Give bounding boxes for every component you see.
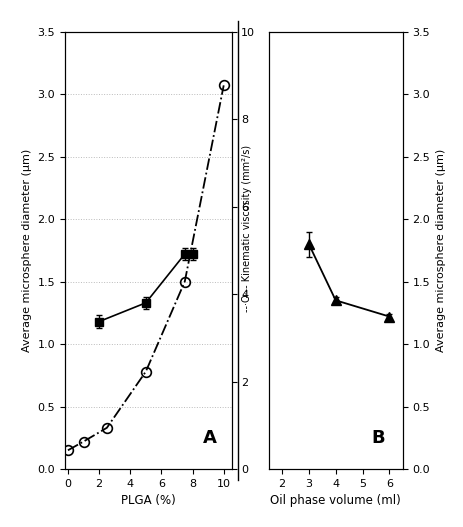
Text: B: B xyxy=(372,429,386,447)
Y-axis label: Average microsphere diameter (μm): Average microsphere diameter (μm) xyxy=(436,149,446,352)
X-axis label: PLGA (%): PLGA (%) xyxy=(121,494,175,508)
X-axis label: Oil phase volume (ml): Oil phase volume (ml) xyxy=(270,494,401,508)
Text: A: A xyxy=(203,429,217,447)
Text: --·O·-- Kinematic viscosity (mm²/s): --·O·-- Kinematic viscosity (mm²/s) xyxy=(243,145,252,312)
Y-axis label: Average microsphere diameter (μm): Average microsphere diameter (μm) xyxy=(22,149,32,352)
